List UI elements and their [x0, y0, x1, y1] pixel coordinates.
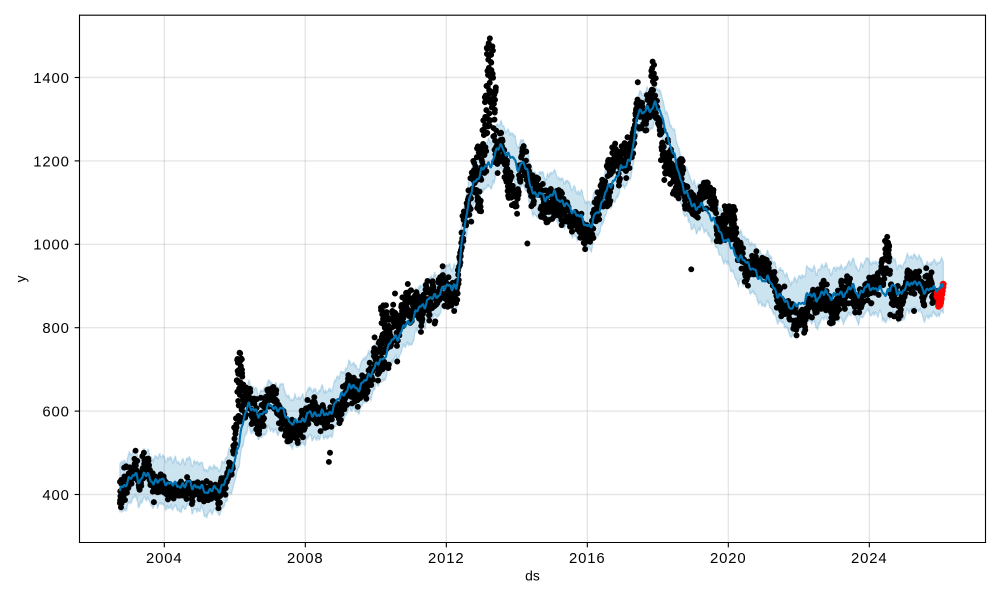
svg-text:600: 600	[42, 404, 69, 420]
svg-text:2012: 2012	[428, 551, 465, 567]
svg-text:1000: 1000	[33, 238, 70, 254]
svg-text:2004: 2004	[146, 551, 183, 567]
svg-text:2016: 2016	[569, 551, 606, 567]
svg-text:800: 800	[42, 321, 69, 337]
svg-text:400: 400	[42, 488, 69, 504]
svg-text:1200: 1200	[33, 154, 70, 170]
svg-text:2008: 2008	[287, 551, 324, 567]
svg-text:y: y	[13, 275, 29, 282]
svg-text:2024: 2024	[851, 551, 888, 567]
svg-text:1400: 1400	[33, 71, 70, 87]
svg-text:ds: ds	[525, 567, 540, 583]
svg-text:2020: 2020	[710, 551, 747, 567]
